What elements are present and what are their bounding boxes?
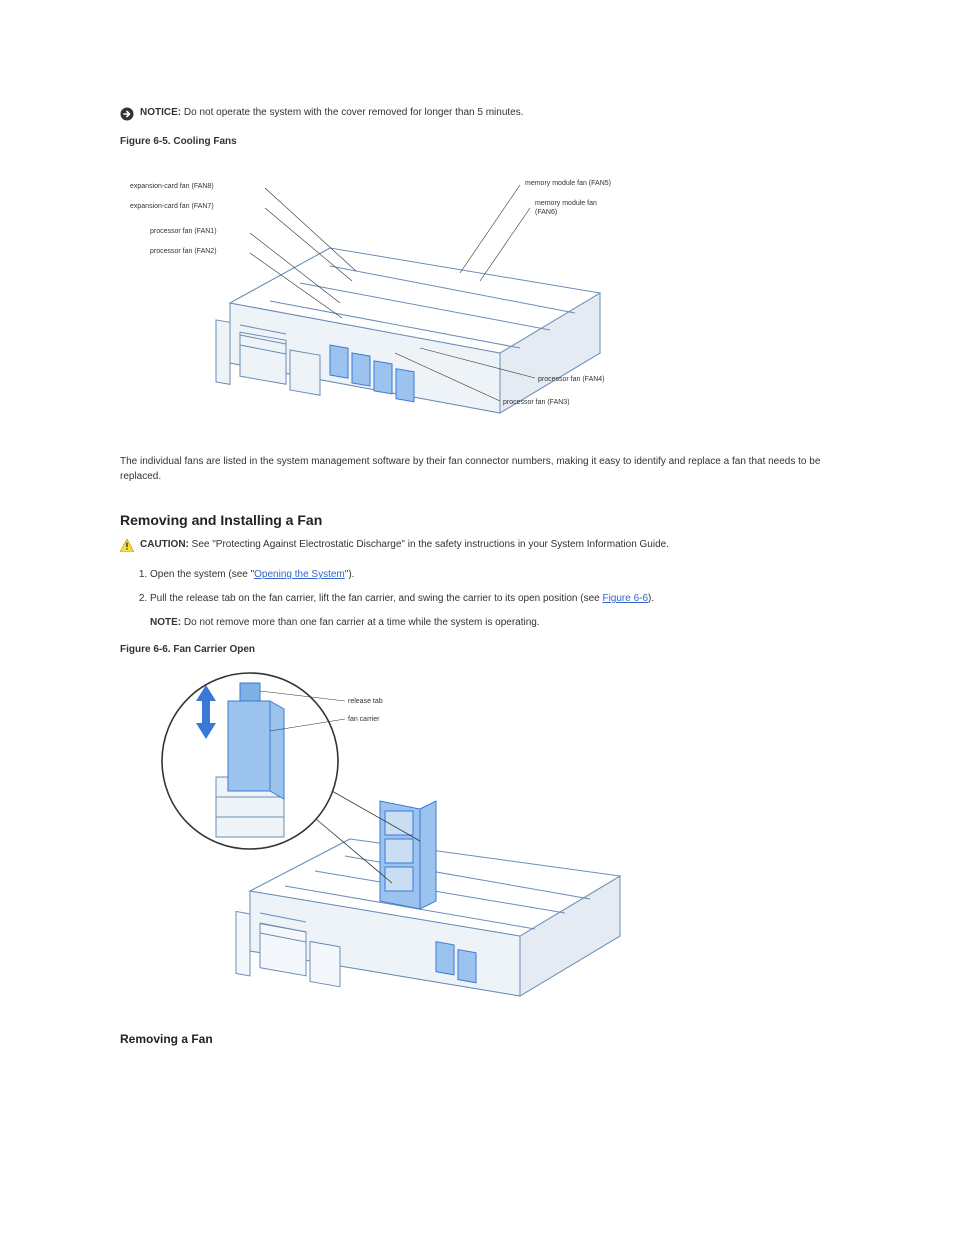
note-one-carrier: NOTE: Do not remove more than one fan ca… (150, 615, 864, 630)
caution-esd: CAUTION: See "Protecting Against Electro… (120, 538, 864, 555)
link-figure-6-6[interactable]: Figure 6-6 (602, 593, 648, 604)
link-opening-system[interactable]: Opening the System (254, 569, 345, 580)
label-mem-fan5: memory module fan (FAN5) (525, 180, 611, 187)
notice-label: NOTICE: (140, 107, 181, 118)
figure6-svg: release tab fan carrier (120, 661, 640, 1011)
notice-text: NOTICE: Do not operate the system with t… (140, 106, 524, 120)
subhead-removing-fan: Removing a Fan (120, 1032, 864, 1046)
caution-label: CAUTION: (140, 539, 189, 550)
steps-list: Open the system (see "Opening the System… (120, 567, 864, 607)
label-proc-fan3: processor fan (FAN3) (503, 399, 570, 406)
label-exp-fan8: expansion-card fan (FAN8) (130, 183, 214, 190)
step2-a: Pull the release tab on the fan carrier,… (150, 593, 602, 604)
label-mem-fan6-a: memory module fan (535, 200, 597, 207)
label-proc-fan4: processor fan (FAN4) (538, 376, 605, 383)
notice-icon (120, 107, 134, 124)
notice-replace-fan: NOTICE: Do not operate the system with t… (120, 106, 864, 124)
label-fan-carrier: fan carrier (348, 716, 380, 723)
caution-body: See "Protecting Against Electrostatic Di… (189, 539, 669, 550)
note-body: Do not remove more than one fan carrier … (181, 617, 540, 628)
step1-a: Open the system (see " (150, 569, 254, 580)
label-proc-fan1: processor fan (FAN1) (150, 228, 217, 235)
label-proc-fan2: processor fan (FAN2) (150, 248, 217, 255)
figure5: expansion-card fan (FAN8) expansion-card… (120, 153, 864, 436)
label-mem-fan6-b: (FAN6) (535, 209, 557, 216)
step1-b: "). (345, 569, 355, 580)
step-2: Pull the release tab on the fan carrier,… (150, 591, 864, 607)
step-1: Open the system (see "Opening the System… (150, 567, 864, 583)
label-release-tab: release tab (348, 698, 383, 705)
label-exp-fan7: expansion-card fan (FAN7) (130, 203, 214, 210)
figure6: release tab fan carrier (120, 661, 864, 1014)
notice-body: Do not operate the system with the cover… (181, 107, 523, 118)
page-root: NOTICE: Do not operate the system with t… (0, 0, 954, 1114)
figure6-title: Figure 6-6. Fan Carrier Open (120, 644, 864, 655)
note-label: NOTE: (150, 617, 181, 628)
section-remove-install: Removing and Installing a Fan (120, 512, 864, 528)
figure5-svg: expansion-card fan (FAN8) expansion-card… (120, 153, 640, 433)
step2-b: ). (648, 593, 654, 604)
body-line: The individual fans are listed in the sy… (120, 454, 864, 484)
caution-icon (120, 539, 134, 555)
figure5-title: Figure 6-5. Cooling Fans (120, 136, 864, 147)
caution-text: CAUTION: See "Protecting Against Electro… (140, 538, 669, 552)
